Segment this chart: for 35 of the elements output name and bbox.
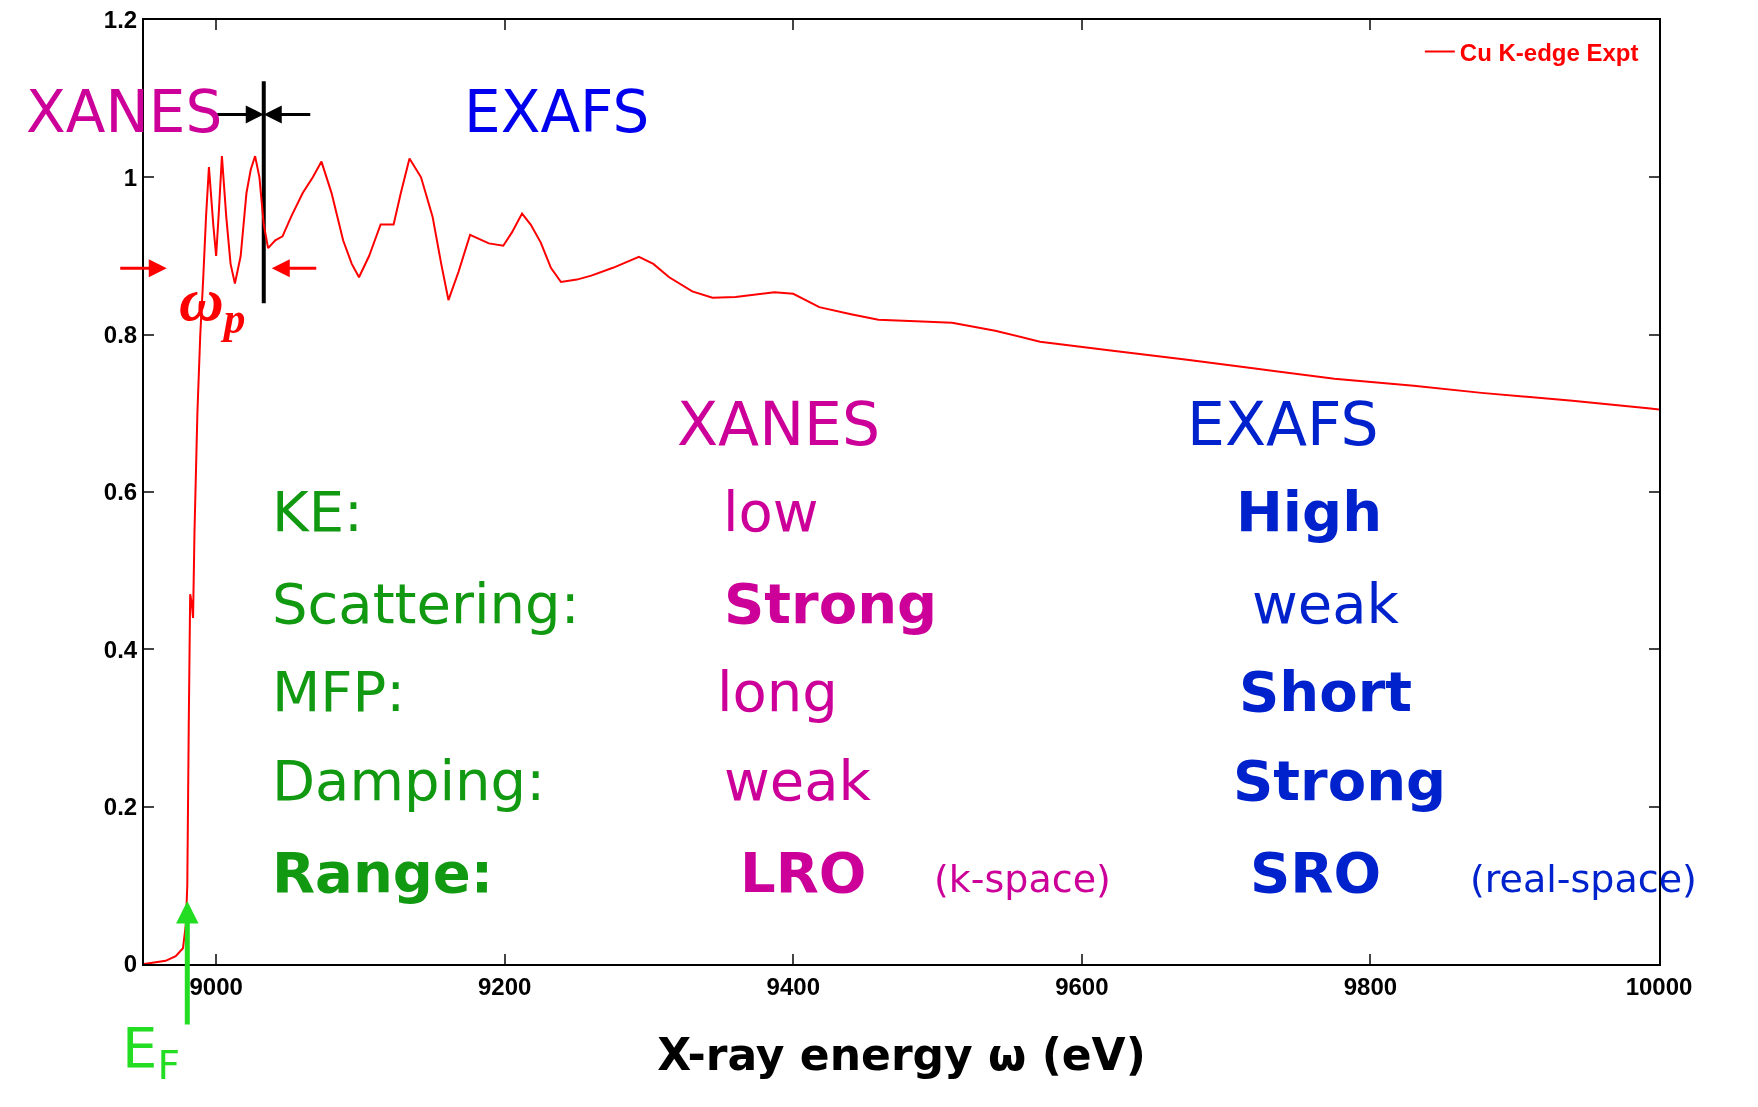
annotation: weak — [1252, 571, 1400, 636]
annotation: XANES — [677, 389, 881, 459]
annotation: (k-space) — [934, 857, 1111, 901]
annotation: SRO — [1250, 840, 1382, 905]
x-tick-label: 9600 — [1055, 972, 1109, 1000]
x-tick-label: 9200 — [478, 972, 532, 1000]
annotation: KE: — [272, 479, 363, 544]
y-tick-label: 0 — [123, 950, 138, 978]
x-tick-label: 10000 — [1625, 972, 1693, 1000]
y-tick-label: 0.4 — [103, 635, 138, 663]
y-tick-label: 1.2 — [103, 6, 138, 34]
annotation: weak — [724, 748, 872, 813]
annotation: EXAFS — [1187, 389, 1379, 459]
annotation: Strong — [724, 571, 938, 636]
x-tick-label: 9400 — [766, 972, 820, 1000]
y-tick-label: 0.8 — [103, 321, 138, 349]
annotation: Scattering: — [272, 571, 580, 636]
x-tick-label: 9000 — [189, 972, 243, 1000]
annotation: low — [723, 479, 819, 544]
annotation: Damping: — [272, 748, 545, 813]
annotation: Short — [1239, 659, 1413, 724]
y-tick-label: 0.2 — [103, 793, 138, 821]
annotation: Strong — [1233, 748, 1447, 813]
legend-label: Cu K-edge Expt — [1459, 38, 1639, 66]
y-tick-label: 0.6 — [103, 478, 138, 506]
annotation: EXAFS — [464, 78, 650, 146]
annotation: High — [1236, 479, 1383, 544]
annotation: LRO — [740, 840, 867, 905]
annotation: MFP: — [272, 659, 406, 724]
annotation: E$_{F}$ — [122, 1015, 180, 1088]
x-tick-label: 9800 — [1343, 972, 1398, 1000]
annotation: Range: — [272, 840, 494, 905]
annotation: long — [717, 659, 838, 724]
x-axis-title: X-ray energy ω (eV) — [657, 1028, 1146, 1080]
y-tick-label: 1 — [123, 163, 138, 191]
